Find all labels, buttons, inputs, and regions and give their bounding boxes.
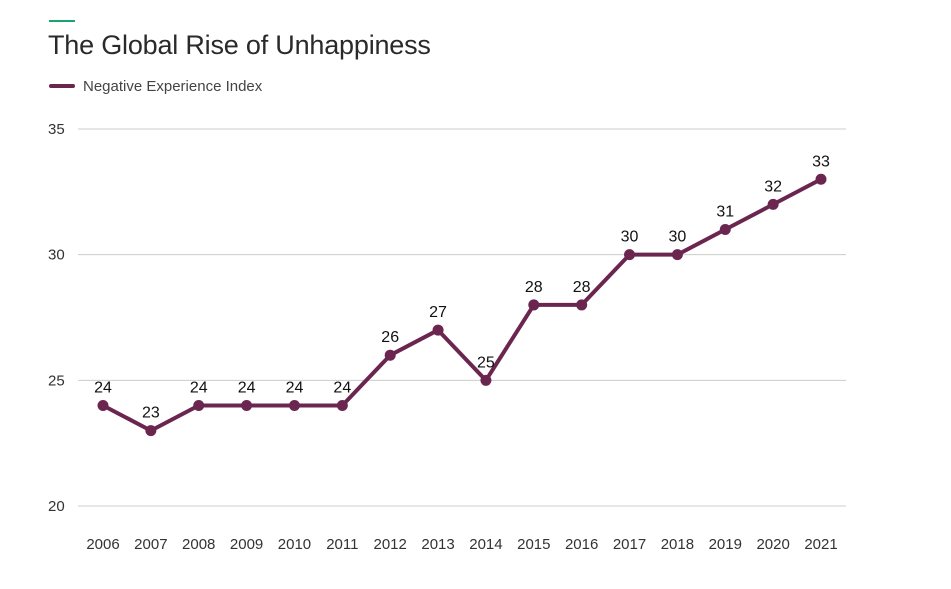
y-tick-label-25: 25 <box>48 372 65 389</box>
data-label-2013: 27 <box>429 304 447 321</box>
data-label-2021: 33 <box>812 153 830 170</box>
data-label-2018: 30 <box>669 229 687 246</box>
data-label-2015: 28 <box>525 279 543 296</box>
data-label-2014: 25 <box>477 354 495 371</box>
x-tick-label-2006: 2006 <box>86 536 119 553</box>
data-label-2008: 24 <box>190 379 208 396</box>
data-point-2010 <box>288 399 300 411</box>
data-label-2011: 24 <box>333 379 351 396</box>
data-label-2006: 24 <box>94 379 112 396</box>
data-point-2015 <box>528 299 540 311</box>
data-point-2013 <box>432 324 444 336</box>
x-tick-label-2008: 2008 <box>182 536 215 553</box>
data-point-2017 <box>624 249 636 261</box>
data-point-2008 <box>193 399 205 411</box>
data-labels: 24 23 24 24 24 24 26 27 25 28 28 30 30 31 32 33 <box>94 153 830 421</box>
x-tick-label-2021: 2021 <box>804 536 837 553</box>
legend-swatch <box>49 84 75 88</box>
y-tick-label-35: 35 <box>48 121 65 138</box>
x-tick-label-2010: 2010 <box>278 536 311 553</box>
x-tick-label-2017: 2017 <box>613 536 646 553</box>
data-point-2006 <box>97 399 109 411</box>
grid-and-y-axis: 20 25 30 35 <box>48 121 846 515</box>
data-point-2019 <box>719 224 731 236</box>
x-tick-label-2018: 2018 <box>661 536 694 553</box>
legend: Negative Experience Index <box>49 76 262 96</box>
x-tick-label-2014: 2014 <box>469 536 502 553</box>
data-point-2018 <box>671 249 683 261</box>
x-tick-label-2020: 2020 <box>756 536 789 553</box>
data-label-2020: 32 <box>764 178 782 195</box>
x-tick-label-2015: 2015 <box>517 536 550 553</box>
x-tick-label-2016: 2016 <box>565 536 598 553</box>
data-point-2012 <box>384 349 396 361</box>
data-label-2016: 28 <box>573 279 591 296</box>
data-label-2007: 23 <box>142 405 160 422</box>
data-point-2011 <box>336 399 348 411</box>
y-tick-label-30: 30 <box>48 247 65 264</box>
legend-label: Negative Experience Index <box>83 77 263 95</box>
x-tick-label-2011: 2011 <box>326 536 358 553</box>
x-tick-label-2019: 2019 <box>709 536 742 553</box>
data-point-2009 <box>241 399 253 411</box>
title-accent-rule <box>49 20 75 22</box>
data-point-2021 <box>815 173 827 185</box>
series-line <box>101 177 823 433</box>
chart-title: The Global Rise of Unhappiness <box>48 30 431 60</box>
data-label-2010: 24 <box>286 379 304 396</box>
data-label-2019: 31 <box>716 204 734 221</box>
data-label-2009: 24 <box>238 379 256 396</box>
series-line-group <box>97 173 827 437</box>
y-tick-label-20: 20 <box>48 498 65 515</box>
data-label-2017: 30 <box>621 229 639 246</box>
data-point-2007 <box>145 425 157 437</box>
x-tick-label-2012: 2012 <box>374 536 407 553</box>
x-axis: 2006 2007 2008 2009 2010 2011 2012 2013 2014 2015… <box>86 536 837 553</box>
data-point-2016 <box>576 299 588 311</box>
data-label-2012: 26 <box>381 329 399 346</box>
x-tick-label-2007: 2007 <box>134 536 167 553</box>
data-point-2020 <box>767 198 779 210</box>
data-point-2014 <box>480 374 492 386</box>
x-tick-label-2013: 2013 <box>421 536 454 553</box>
x-tick-label-2009: 2009 <box>230 536 263 553</box>
